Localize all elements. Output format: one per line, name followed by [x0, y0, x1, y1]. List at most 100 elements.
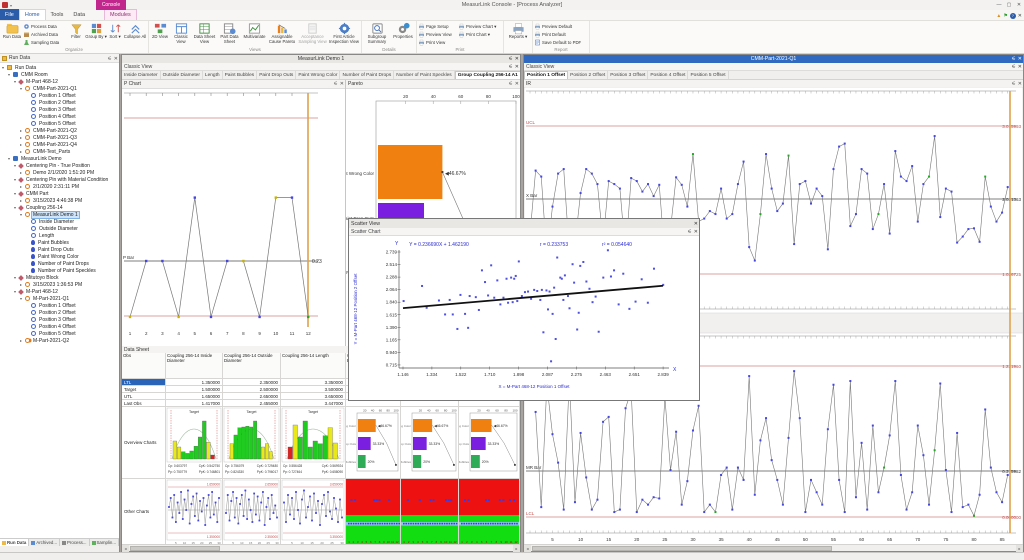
center-horizontal-scrollbar[interactable]: ◂ ▸ [122, 544, 520, 551]
pin-icon[interactable]: ⚟ [508, 64, 512, 70]
process-data-button[interactable]: Process Data [23, 23, 67, 30]
tree-item[interactable]: ▸CMM-Part-2021-Q4 [0, 141, 119, 148]
table-cell[interactable]: 2.350000 [223, 379, 281, 386]
tree-item[interactable]: ▾M-Part 468-12 [0, 78, 119, 85]
table-cell[interactable]: 2.650000 [223, 393, 281, 400]
ribbon-tab-file[interactable]: File [0, 9, 19, 20]
scroll-right-icon[interactable]: ▸ [1016, 545, 1023, 552]
ribbon-tab-tools[interactable]: Tools [46, 9, 69, 20]
filter-button[interactable]: Filter [67, 21, 85, 46]
row-label-utl[interactable]: UTL [122, 393, 166, 400]
tab-number-of-paint-speckles[interactable]: Number of Paint Speckles [394, 71, 454, 79]
tree-item[interactable]: Number of Paint Drops [0, 260, 119, 267]
tree-item[interactable]: ▾CMM Room [0, 71, 119, 78]
tab-number-of-paint-drops[interactable]: Number of Paint Drops [340, 71, 394, 79]
tree-item[interactable]: Position 2 Offset [0, 309, 119, 316]
subgroup-summary-button[interactable]: Subgroup Summary [363, 21, 391, 46]
tree-item[interactable]: Position 5 Offset [0, 120, 119, 127]
tab-position-5-offset[interactable]: Position 5 Offset [688, 71, 728, 79]
tree-item[interactable]: ▸CMM-Test_Parts [0, 148, 119, 155]
tree-item[interactable]: ▾Centering Pin with Material Condition [0, 176, 119, 183]
tree-item[interactable]: Paint Bubbles [0, 239, 119, 246]
table-cell[interactable]: 2.500000 [223, 386, 281, 393]
tab-paint-drop-outs[interactable]: Paint Drop Outs [257, 71, 296, 79]
tree-item[interactable]: ▾Centering Pin - True Position [0, 162, 119, 169]
tree-item[interactable]: ▸M-Part-2021-Q2 [0, 337, 119, 344]
flag-icon[interactable]: ⚑ [1003, 13, 1007, 19]
tree-item[interactable]: Position 4 Offset [0, 323, 119, 330]
tree-item[interactable]: ▾Run Data [0, 64, 119, 71]
tree-item[interactable]: ▸CMM-Part-2021-Q3 [0, 134, 119, 141]
archived-data-button[interactable]: Archived Data [23, 31, 67, 38]
scrollbar-thumb[interactable] [130, 546, 220, 551]
document-close-icon[interactable]: ✕ [1018, 13, 1022, 19]
help-icon[interactable]: ? [1010, 13, 1016, 19]
ribbon-tab-data[interactable]: Data [68, 9, 90, 20]
properties-button[interactable]: Properties [391, 21, 415, 46]
save-default-to-pdf-button[interactable]: Save Default to PDF [534, 39, 588, 46]
quick-access-dropdown-icon[interactable]: ▾ [10, 3, 12, 8]
tree-item[interactable]: ▾CMM Part [0, 190, 119, 197]
tree-item[interactable]: Inside Diameter [0, 218, 119, 225]
close-icon[interactable]: ✕ [114, 56, 118, 62]
close-icon[interactable]: ✕ [515, 56, 519, 62]
tab-length[interactable]: Length [203, 71, 223, 79]
minimize-button[interactable]: — [994, 0, 1004, 9]
tree-item[interactable]: Length [0, 232, 119, 239]
table-cell[interactable] [346, 400, 401, 407]
restore-button[interactable]: ▢ [1004, 0, 1014, 9]
group-by-button[interactable]: Group By ▾ [85, 21, 107, 46]
print-default-button[interactable]: Print Default [534, 31, 588, 38]
close-icon[interactable]: ✕ [1018, 81, 1022, 87]
tree-item[interactable]: Position 5 Offset [0, 330, 119, 337]
panel-tab-samplin[interactable]: Samplin... [90, 539, 120, 546]
tree-item[interactable]: Position 2 Offset [0, 99, 119, 106]
close-icon[interactable]: ✕ [1018, 56, 1022, 62]
table-cell[interactable]: 1.350000 [166, 379, 223, 386]
tree-item[interactable]: ▾CMM-Part-2021-Q1 [0, 85, 119, 92]
quick-access-toolbar[interactable]: ▾ [0, 2, 12, 8]
assignable-cause-pareto-button[interactable]: Assignable Cause Pareto [267, 21, 297, 46]
close-icon[interactable]: ✕ [1018, 64, 1022, 70]
tree-item[interactable]: ▸3/15/2023 4:46:38 PM [0, 197, 119, 204]
pin-icon[interactable]: ⚟ [107, 56, 111, 62]
tree-item[interactable]: Position 3 Offset [0, 106, 119, 113]
tree-item[interactable]: ▾Coupling 256-14 [0, 204, 119, 211]
tab-outside-diameter[interactable]: Outside Diameter [161, 71, 203, 79]
2d-view-button[interactable]: 2D View [150, 21, 170, 46]
table-cell[interactable]: 3.650000 [281, 393, 346, 400]
tab-position-2-offset[interactable]: Position 2 Offset [568, 71, 608, 79]
scroll-right-icon[interactable]: ▸ [513, 545, 520, 552]
tree-item[interactable]: ▾MeasurLink Demo 1 [0, 211, 119, 218]
scrollbar-thumb[interactable] [532, 546, 832, 551]
tab-paint-bubbles[interactable]: Paint Bubbles [223, 71, 258, 79]
print-chart-button[interactable]: Print Chart ▾ [458, 31, 502, 38]
table-cell[interactable]: 3.447000 [281, 400, 346, 407]
tree-item[interactable]: Position 1 Offset [0, 302, 119, 309]
print-view-button[interactable]: Print View [418, 39, 458, 46]
panel-tab-process[interactable]: Process... [60, 539, 90, 546]
table-cell[interactable] [459, 400, 520, 407]
table-cell[interactable] [401, 400, 459, 407]
alert-icon[interactable]: ▲ [996, 13, 1001, 19]
tab-position-3-offset[interactable]: Position 3 Offset [608, 71, 648, 79]
tab-inside-diameter[interactable]: Inside Diameter [122, 71, 161, 79]
panel-tab-run-data[interactable]: Run Data [0, 539, 29, 546]
table-cell[interactable]: 1.500000 [166, 386, 223, 393]
table-cell[interactable]: 3.500000 [281, 386, 346, 393]
part-data-sheet-button[interactable]: Part Data Sheet [217, 21, 242, 46]
close-icon[interactable]: ✕ [515, 64, 519, 70]
ribbon-tab-modules[interactable]: Modules [104, 9, 137, 20]
scroll-left-icon[interactable]: ◂ [122, 545, 129, 552]
tree-item[interactable]: ▾MeasurLink Demo [0, 155, 119, 162]
tree-item[interactable]: Position 1 Offset [0, 92, 119, 99]
pin-icon[interactable]: ⚟ [1011, 64, 1015, 70]
tree-item[interactable]: ▾M-Part-2021-Q1 [0, 295, 119, 302]
page-setup-button[interactable]: Page Setup [418, 23, 458, 30]
preview-view-button[interactable]: Preview View [418, 31, 458, 38]
close-icon[interactable]: ✕ [515, 81, 519, 87]
tree-item[interactable]: Outside Diameter [0, 225, 119, 232]
tree-item[interactable]: ▾Mitutoyo Block [0, 274, 119, 281]
pin-icon[interactable]: ⚟ [333, 81, 337, 87]
tree-item[interactable]: Paint Wrong Color [0, 253, 119, 260]
